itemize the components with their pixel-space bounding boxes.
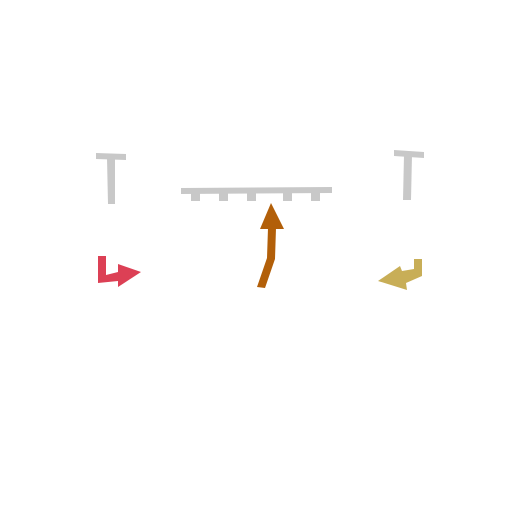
right-turn-left-arrow-icon bbox=[378, 259, 422, 290]
center-fence-icon bbox=[181, 187, 332, 201]
left-turn-right-arrow-icon bbox=[98, 256, 141, 287]
left-t-post-icon bbox=[96, 153, 126, 204]
right-t-post-icon bbox=[394, 150, 424, 200]
center-up-arrow-icon bbox=[257, 203, 284, 288]
